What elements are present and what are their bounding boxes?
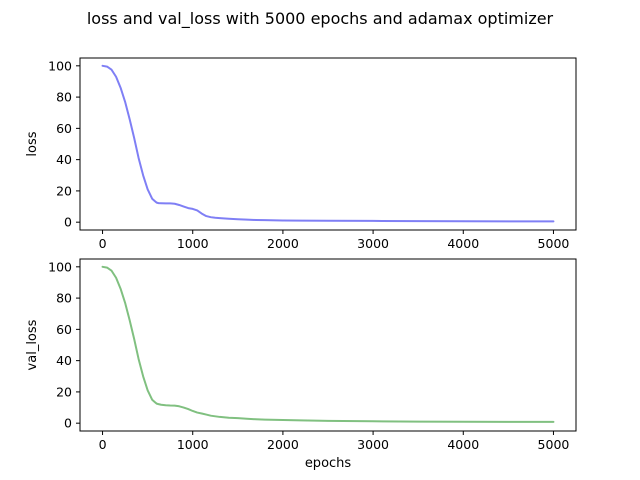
val-loss-y-tick-label: 60 [56, 322, 72, 337]
val-loss-subplot: 0 1000 2000 3000 4000 5000 0 20 40 60 80 100 val_los… [25, 258, 577, 471]
val-loss-series-line [101, 265, 555, 423]
val-loss-x-tick-label: 3000 [357, 437, 389, 452]
loss-x-tick-label: 2000 [267, 236, 299, 251]
loss-x-tick-label: 4000 [447, 236, 479, 251]
loss-x-tick-label: 3000 [357, 236, 389, 251]
val-loss-y-tick-label: 20 [56, 384, 72, 399]
val-loss-x-tick-label: 2000 [267, 437, 299, 452]
loss-x-tick-label: 0 [99, 236, 107, 251]
figure-title: loss and val_loss with 5000 epochs and a… [87, 9, 554, 29]
val-loss-y-tick-label: 0 [64, 416, 72, 431]
val-loss-y-tick-label: 100 [48, 259, 72, 274]
loss-axes-frame [79, 57, 577, 231]
loss-y-tick-label: 0 [64, 215, 72, 230]
loss-y-tick-label: 40 [56, 152, 72, 167]
loss-x-tick-label: 1000 [177, 236, 209, 251]
loss-x-tick-label: 5000 [538, 236, 570, 251]
val-loss-y-axis-label: val_loss [25, 319, 40, 370]
loss-y-axis-label: loss [25, 131, 40, 156]
loss-y-tick-label: 20 [56, 183, 72, 198]
loss-y-tick-label: 100 [48, 58, 72, 73]
val-loss-x-tick-label: 0 [99, 437, 107, 452]
val-loss-x-axis-label: epochs [305, 456, 352, 471]
val-loss-axes-frame [79, 258, 577, 432]
val-loss-x-tick-label: 1000 [177, 437, 209, 452]
val-loss-x-tick-label: 4000 [447, 437, 479, 452]
loss-series-line [101, 64, 555, 223]
loss-subplot: 0 1000 2000 3000 4000 5000 0 20 40 60 80 100 loss [25, 57, 577, 251]
loss-y-tick-label: 80 [56, 90, 72, 105]
val-loss-y-tick-label: 40 [56, 353, 72, 368]
loss-y-tick-label: 60 [56, 121, 72, 136]
val-loss-x-tick-label: 5000 [538, 437, 570, 452]
val-loss-y-tick-label: 80 [56, 291, 72, 306]
